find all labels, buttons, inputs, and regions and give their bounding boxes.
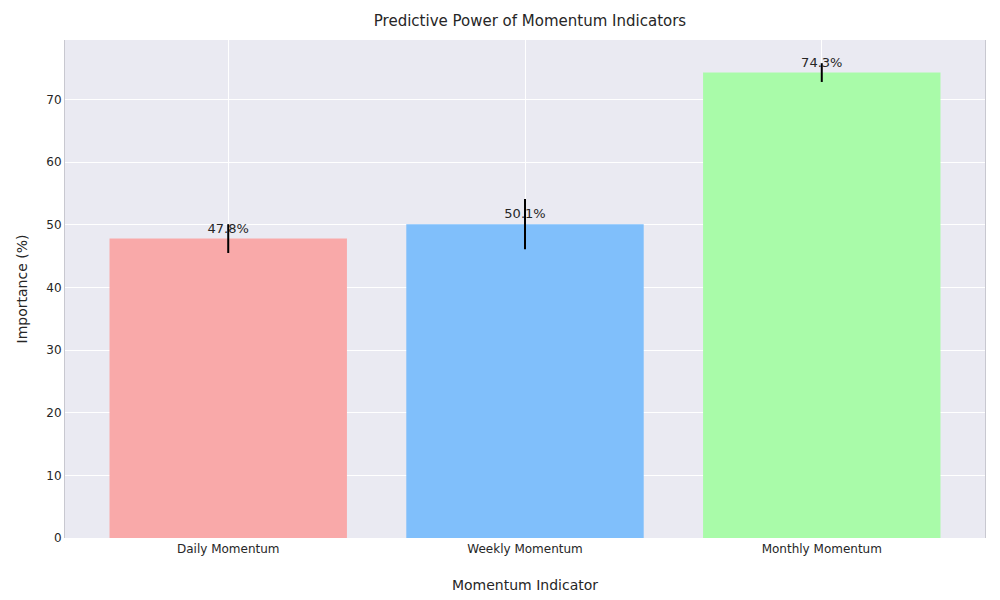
svg-text:50.1%: 50.1% bbox=[504, 206, 545, 221]
svg-text:74.3%: 74.3% bbox=[801, 55, 842, 70]
svg-text:47.8%: 47.8% bbox=[208, 221, 249, 236]
svg-text:Monthly Momentum: Monthly Momentum bbox=[762, 542, 882, 556]
svg-text:10: 10 bbox=[46, 469, 61, 483]
svg-text:40: 40 bbox=[46, 281, 61, 295]
svg-text:Importance (%): Importance (%) bbox=[14, 235, 30, 344]
svg-text:Weekly Momentum: Weekly Momentum bbox=[467, 542, 583, 556]
svg-text:Daily Momentum: Daily Momentum bbox=[177, 542, 280, 556]
svg-text:0: 0 bbox=[54, 531, 62, 545]
svg-text:50: 50 bbox=[46, 218, 61, 232]
svg-text:60: 60 bbox=[46, 155, 61, 169]
svg-text:20: 20 bbox=[46, 406, 61, 420]
svg-text:70: 70 bbox=[46, 93, 61, 107]
svg-text:Momentum Indicator: Momentum Indicator bbox=[452, 577, 598, 593]
svg-text:30: 30 bbox=[46, 343, 61, 357]
svg-text:Predictive Power of Momentum I: Predictive Power of Momentum Indicators bbox=[374, 12, 687, 30]
